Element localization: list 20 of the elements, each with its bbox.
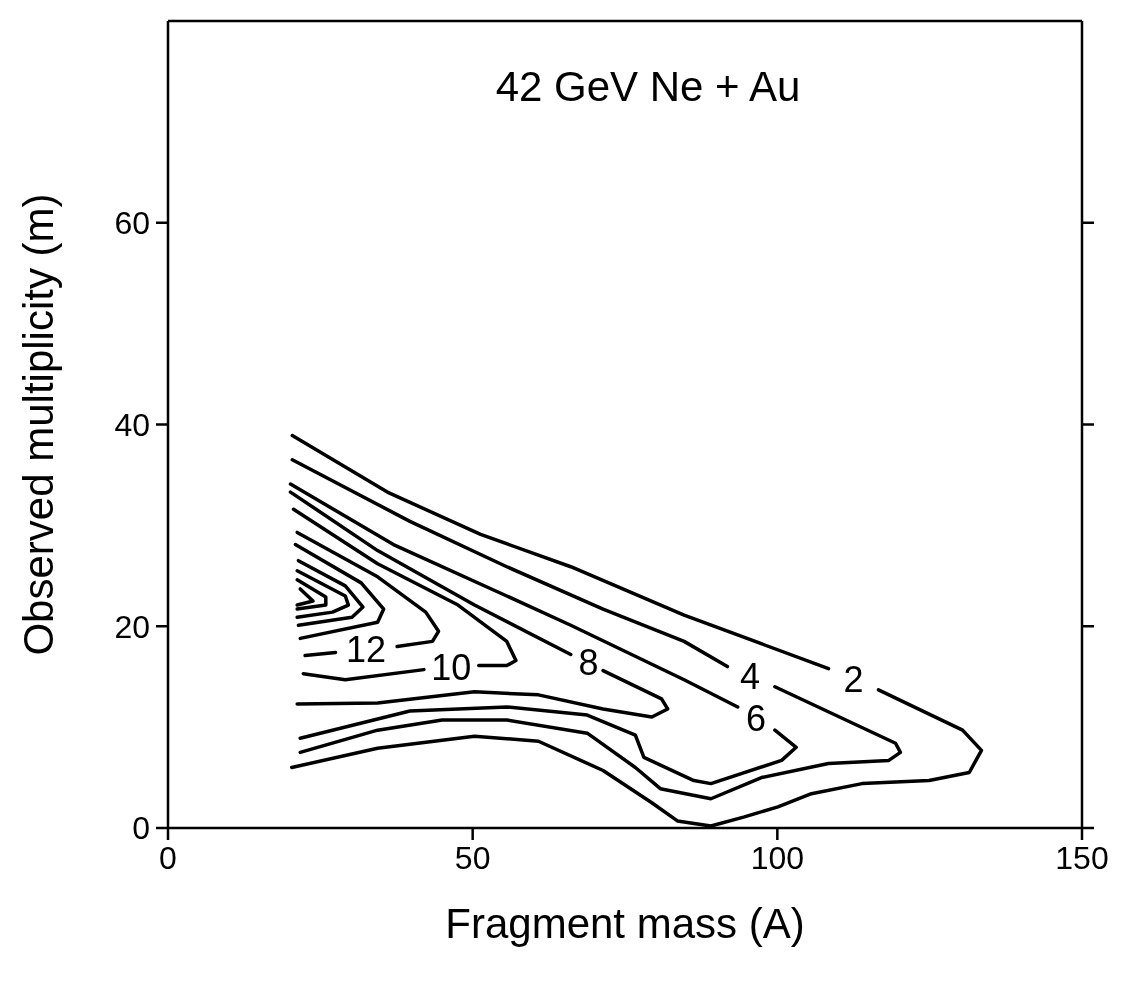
x-axis-title: Fragment mass (A) <box>445 900 805 947</box>
series-label: 4 <box>739 656 760 698</box>
y-tick-label: 20 <box>114 608 150 645</box>
series-label: 12 <box>346 629 387 671</box>
line-series <box>296 558 365 627</box>
series-label: 10 <box>431 647 472 689</box>
series-label: 8 <box>578 642 599 684</box>
line-series <box>295 578 328 611</box>
y-axis-title: Observed multiplicity (m) <box>14 193 62 656</box>
x-tick-label: 150 <box>1055 839 1109 876</box>
series-label: 6 <box>745 698 767 740</box>
series-label: 2 <box>843 658 864 700</box>
line-series <box>295 569 351 619</box>
y-tick-label: 60 <box>114 205 150 242</box>
y-tick-label: 40 <box>114 406 150 443</box>
x-tick-label: 0 <box>159 839 177 876</box>
x-tick-label: 50 <box>454 839 491 876</box>
x-tick-label: 100 <box>750 839 805 876</box>
text: 42 GeV Ne + Au <box>494 63 802 111</box>
y-tick-label: 0 <box>132 810 150 847</box>
